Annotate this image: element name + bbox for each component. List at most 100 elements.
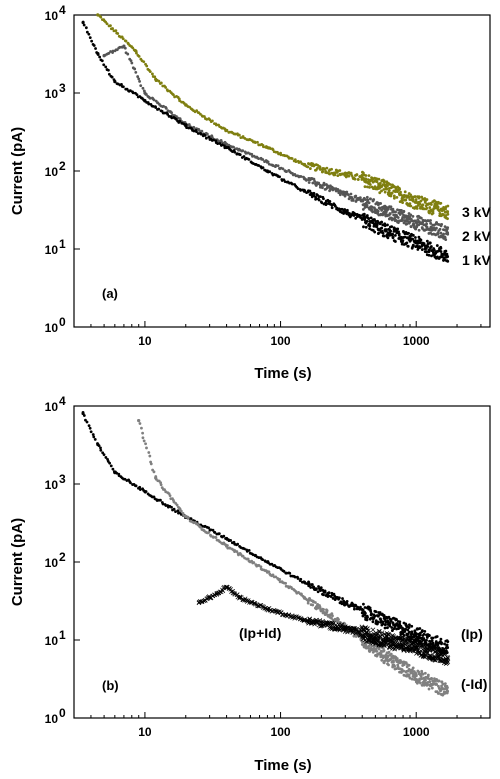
data-point — [140, 426, 143, 430]
data-point — [154, 475, 158, 478]
data-point — [95, 51, 99, 54]
y-tick-exponent: 3 — [59, 472, 66, 486]
data-point — [137, 54, 141, 58]
data-point — [338, 169, 342, 172]
data-point — [195, 109, 199, 113]
x-tick-label: 1000 — [403, 725, 430, 739]
data-point — [389, 205, 393, 209]
data-point — [437, 679, 441, 683]
data-point — [384, 228, 388, 231]
data-point — [377, 177, 381, 181]
data-point — [408, 215, 412, 219]
x-tick-label: 1000 — [403, 334, 430, 348]
data-point — [290, 157, 294, 160]
data-point — [207, 135, 211, 139]
data-point — [151, 72, 154, 76]
series-label-neg-id: (-Id) — [461, 676, 487, 692]
data-point — [373, 230, 377, 234]
data-point — [345, 208, 349, 212]
data-point — [179, 509, 183, 513]
data-point — [276, 164, 280, 168]
data-point — [351, 197, 355, 201]
data-point — [386, 626, 389, 630]
y-tick-label: 10 — [45, 243, 59, 257]
data-point — [92, 44, 96, 47]
data-point — [433, 655, 438, 660]
data-point — [299, 577, 303, 581]
data-point — [407, 637, 412, 643]
data-point — [294, 160, 298, 164]
data-point — [343, 194, 347, 198]
data-point — [205, 132, 209, 136]
data-point — [328, 200, 332, 203]
data-point — [399, 209, 402, 212]
data-point — [385, 615, 389, 619]
data-point — [214, 536, 218, 539]
data-point — [367, 174, 371, 178]
data-point — [410, 630, 414, 634]
data-point — [325, 166, 329, 170]
data-point — [85, 420, 89, 424]
data-point — [131, 91, 135, 95]
data-point — [395, 195, 399, 199]
data-point — [104, 65, 108, 69]
data-point — [407, 231, 410, 235]
data-point — [401, 216, 405, 219]
data-point — [425, 225, 429, 229]
data-point — [387, 663, 390, 667]
data-point — [419, 681, 422, 685]
data-point — [416, 218, 420, 221]
data-point — [225, 128, 229, 132]
data-point — [378, 191, 382, 195]
data-point — [430, 212, 434, 216]
data-point — [353, 177, 357, 181]
data-point — [405, 241, 409, 245]
data-point — [242, 155, 246, 158]
data-point — [425, 222, 429, 226]
data-point — [369, 608, 372, 612]
data-point — [147, 451, 151, 454]
data-point — [281, 167, 285, 171]
data-point — [279, 153, 283, 157]
data-point — [111, 467, 115, 471]
data-point — [375, 635, 381, 640]
data-point — [330, 612, 334, 616]
data-point — [403, 235, 407, 239]
data-point — [425, 638, 428, 642]
data-point — [386, 184, 389, 188]
data-point — [342, 599, 346, 603]
data-point — [296, 577, 300, 580]
data-point — [113, 80, 117, 83]
data-point — [96, 13, 100, 17]
data-point — [253, 141, 257, 144]
data-point — [330, 616, 333, 620]
data-point — [162, 104, 165, 108]
data-point — [229, 539, 233, 542]
data-point — [178, 119, 182, 123]
data-point — [81, 411, 85, 414]
data-points — [81, 411, 451, 697]
data-point — [132, 48, 136, 52]
data-point — [418, 627, 422, 630]
data-point — [391, 659, 395, 663]
data-point — [423, 671, 427, 675]
data-point — [315, 587, 318, 591]
data-point — [427, 634, 431, 638]
data-point — [427, 687, 431, 691]
data-point — [376, 219, 379, 223]
data-point — [442, 687, 445, 691]
data-point — [415, 645, 420, 650]
data-point — [404, 231, 408, 234]
data-point — [380, 226, 384, 230]
data-point — [159, 483, 163, 487]
data-point — [97, 444, 101, 448]
data-point — [257, 164, 261, 167]
data-point — [237, 133, 241, 137]
data-point — [410, 648, 416, 654]
data-point — [211, 528, 215, 532]
data-point — [435, 244, 439, 247]
data-point — [135, 51, 138, 55]
data-point — [417, 195, 421, 198]
data-point — [268, 147, 272, 150]
data-point — [370, 644, 374, 648]
